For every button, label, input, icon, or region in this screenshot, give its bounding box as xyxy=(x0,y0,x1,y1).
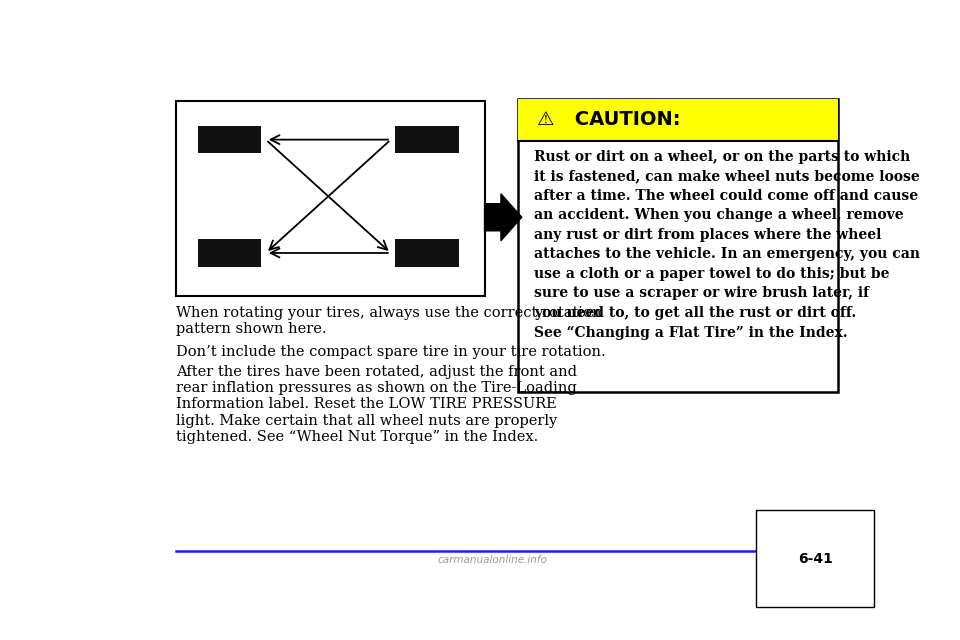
Text: After the tires have been rotated, adjust the front and
rear inflation pressures: After the tires have been rotated, adjus… xyxy=(176,365,577,444)
Text: ⚠   CAUTION:: ⚠ CAUTION: xyxy=(537,111,680,129)
Bar xyxy=(396,126,459,153)
FancyArrow shape xyxy=(485,194,522,241)
Bar xyxy=(198,239,261,266)
Bar xyxy=(176,101,485,296)
Text: When rotating your tires, always use the correct rotation
pattern shown here.: When rotating your tires, always use the… xyxy=(176,306,601,336)
Bar xyxy=(518,99,838,392)
Text: Rust or dirt on a wheel, or on the parts to which
it is fastened, can make wheel: Rust or dirt on a wheel, or on the parts… xyxy=(535,150,921,340)
Text: 6-41: 6-41 xyxy=(798,552,832,566)
Bar xyxy=(518,99,838,141)
Text: Don’t include the compact spare tire in your tire rotation.: Don’t include the compact spare tire in … xyxy=(176,346,606,360)
Text: carmanualonline.info: carmanualonline.info xyxy=(437,555,547,564)
Bar xyxy=(396,239,459,266)
Bar xyxy=(198,126,261,153)
